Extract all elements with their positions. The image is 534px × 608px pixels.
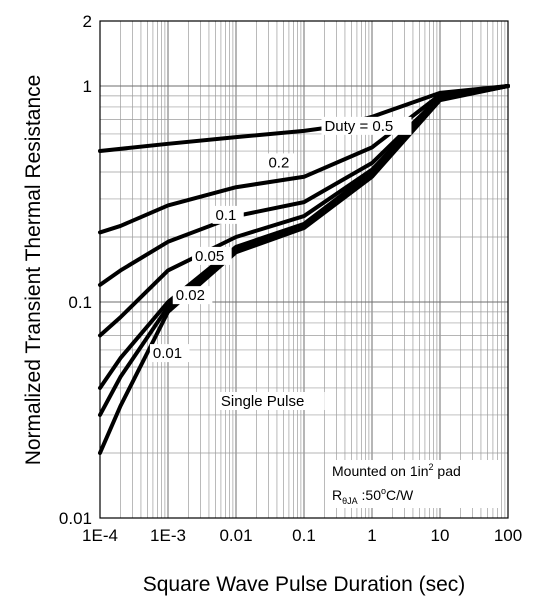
curve-label: 0.05 [195, 248, 224, 265]
curve-label-bg [172, 286, 213, 305]
curve-label: Single Pulse [221, 393, 304, 410]
mounting-note-line1: Mounted on 1in2 pad [332, 462, 461, 479]
rthja-subscript: θJA [342, 496, 358, 506]
rthja-symbol: R [332, 487, 342, 503]
y-tick-label: 2 [83, 12, 92, 31]
mounting-note-bg [328, 460, 498, 508]
y-tick-label: 0.01 [59, 509, 92, 528]
curve-label-bg [212, 205, 244, 224]
y-tick-label: 0.1 [68, 293, 92, 312]
curve-label-bg [265, 153, 297, 172]
series-line-0-2 [98, 84, 510, 235]
curve-label: 0.02 [176, 287, 205, 304]
series-line-duty-0-5 [98, 84, 510, 154]
mounting-note-text: Mounted on 1in [332, 463, 429, 479]
curve-label-bg [149, 344, 190, 363]
series-group [98, 84, 510, 455]
plot-frame [99, 20, 509, 519]
x-tick-label: 0.01 [219, 526, 252, 545]
tick-labels: 1E-4 1E-3 0.01 0.1 1 10 100 0.01 0.1 1 2 [59, 12, 522, 545]
rthja-value: :50 [358, 487, 382, 503]
x-tick-label: 100 [494, 526, 522, 545]
curve-label-bg [321, 116, 412, 135]
curve-label: 0.01 [153, 345, 182, 362]
x-axis-title: Square Wave Pulse Duration (sec) [143, 573, 466, 596]
mounting-note-sup: 2 [429, 462, 434, 472]
curve-label: 0.2 [268, 154, 289, 171]
x-tick-label: 10 [431, 526, 450, 545]
x-tick-label: 1E-3 [150, 526, 186, 545]
y-axis-title: Normalized Transient Thermal Resistance [22, 75, 45, 466]
degree-sup: o [381, 486, 386, 496]
curve-label: 0.1 [216, 207, 237, 224]
series-line-single-pulse [98, 84, 510, 455]
mounting-note-line2: RθJA :50oC/W [332, 486, 414, 506]
curve-label-bg [192, 246, 232, 265]
x-tick-label: 1 [367, 526, 376, 545]
rthja-unit: C/W [386, 487, 414, 503]
mounting-note-end: pad [434, 463, 461, 479]
curve-label: Duty = 0.5 [324, 118, 393, 135]
curve-label-bg [217, 392, 325, 411]
y-tick-label: 1 [83, 77, 92, 96]
x-tick-label: 0.1 [292, 526, 316, 545]
x-tick-label: 1E-4 [82, 526, 118, 545]
curve-labels: Duty = 0.5 0.2 0.1 0.05 0.02 0.01 Single Pulse [149, 116, 412, 411]
mounting-note: Mounted on 1in2 pad RθJA :50oC/W [328, 460, 498, 508]
